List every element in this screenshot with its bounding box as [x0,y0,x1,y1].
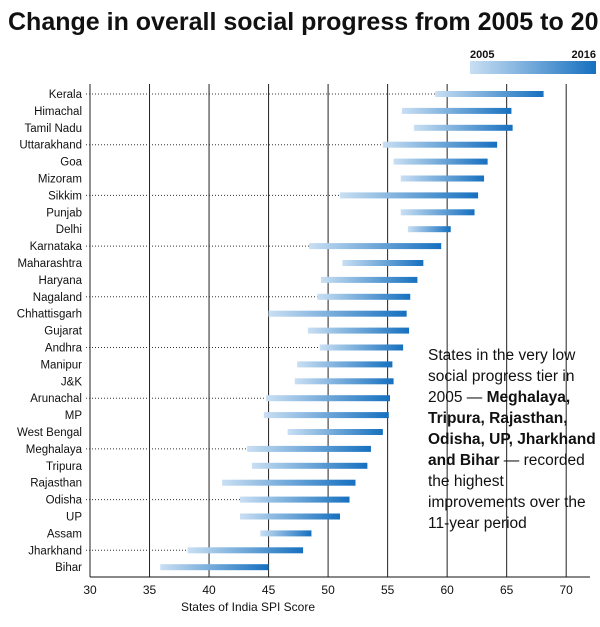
range-bar [260,530,312,537]
range-bar [247,445,371,452]
range-bar [294,378,394,385]
note-suffix: — recorded the highest improvements over… [428,452,586,532]
range-bar [160,564,269,571]
x-tick-label: 35 [143,583,157,597]
range-bar [413,124,513,131]
x-tick-label: 30 [83,583,97,597]
x-tick-labels: 30 35 40 45 50 55 60 65 70 [83,583,573,597]
category-labels: Kerala Himachal Tamil Nadu Uttarakhand Goa Mi… [17,89,83,574]
range-bar [266,395,390,402]
range-bar [400,175,485,182]
category-label: Andhra [45,343,83,355]
category-label: Rajasthan [30,478,82,490]
range-bar [393,158,488,165]
row-leader-lines [86,93,436,551]
range-bar [297,361,393,368]
range-bar [263,412,389,419]
category-label: Bihar [55,562,82,574]
category-label: Arunachal [30,393,82,405]
category-label: Haryana [39,275,83,287]
category-label: MP [65,410,83,422]
range-bar [401,107,512,114]
category-label: Maharashtra [17,258,82,270]
category-label: Tamil Nadu [24,123,82,135]
x-tick-label: 60 [440,583,454,597]
legend-gradient-bar [470,61,596,74]
category-label: Manipur [40,359,82,371]
range-bar [317,293,411,300]
range-bar [222,479,356,486]
category-label: West Bengal [17,427,82,439]
annotation-note: States in the very low social progress t… [428,345,598,534]
range-bar [240,496,350,503]
category-label: Kerala [49,89,83,101]
x-tick-label: 65 [500,583,514,597]
note-bold-states: Meghalaya, Tripura, Rajasthan, Odisha, U… [428,389,596,469]
category-label: Punjab [46,207,82,219]
range-bar [382,141,498,148]
range-bar [407,226,451,233]
range-bar [435,91,544,97]
category-label: Odisha [46,495,83,507]
category-label: Mizoram [38,174,82,186]
legend-start-label: 2005 [470,49,494,61]
range-bar [319,344,404,351]
x-tick-label: 45 [262,583,276,597]
range-bar [268,310,407,317]
chart-title: Change in overall social progress from 2… [8,8,600,36]
chart-bars [160,91,544,571]
range-bar [240,513,340,520]
category-label: Nagaland [33,292,82,304]
range-bar [251,462,368,469]
category-label: Jharkhand [28,545,82,557]
category-label: Tripura [46,461,83,473]
x-tick-label: 40 [202,583,216,597]
category-label: Delhi [56,224,82,236]
legend-end-label: 2016 [572,49,596,61]
range-bar [287,429,383,435]
category-label: Chhattisgarh [17,309,82,321]
range-bar [340,192,479,199]
note-prefix: States in the very low social progress t… [428,347,576,406]
range-bar [187,547,304,554]
category-label: Gujarat [44,326,83,338]
range-bar [309,243,442,250]
category-label: Meghalaya [26,444,83,456]
category-label: Sikkim [48,190,82,202]
x-tick-label: 55 [381,583,395,597]
category-label: Himachal [34,106,82,118]
chart-legend: 2005 2016 [470,49,596,74]
category-label: UP [66,512,82,524]
range-bar [400,209,475,216]
category-label: J&K [61,376,82,388]
range-bar [320,276,418,283]
x-tick-label: 50 [321,583,335,597]
category-label: Goa [60,157,82,169]
category-label: Karnataka [30,241,83,253]
range-bar [342,260,424,266]
x-axis-label: States of India SPI Score [181,600,315,614]
category-label: Assam [47,528,82,540]
x-tick-label: 70 [560,583,574,597]
category-label: Uttarakhand [19,140,82,152]
range-bar [307,327,410,334]
